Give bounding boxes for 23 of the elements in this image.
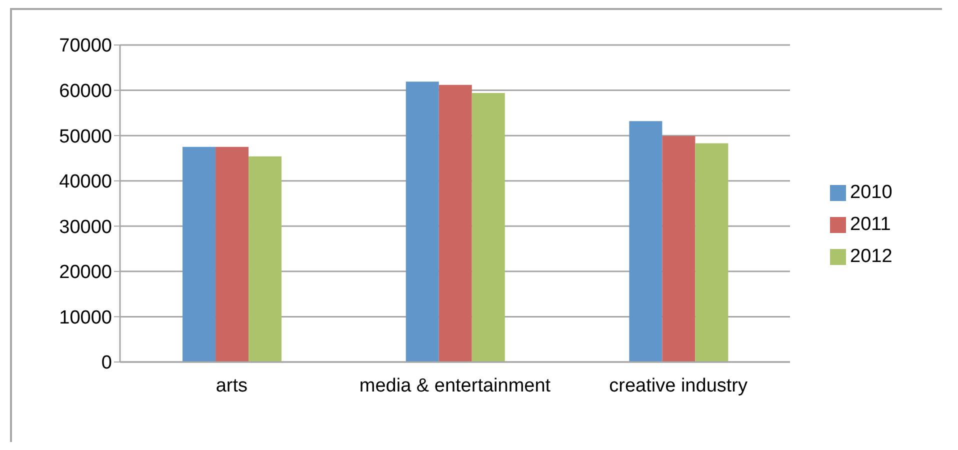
y-tick-label: 50000 — [59, 126, 112, 148]
legend-label: 2011 — [850, 214, 891, 235]
bar — [248, 156, 282, 362]
bar — [629, 121, 662, 362]
bar — [438, 84, 472, 362]
x-tick-label: arts — [216, 375, 248, 396]
bar — [472, 93, 505, 362]
bar — [182, 146, 216, 362]
y-tick-label: 60000 — [59, 81, 112, 102]
legend-label: 2010 — [850, 182, 892, 203]
y-tick-label: 0 — [101, 352, 112, 374]
y-tick-label: 40000 — [59, 172, 112, 193]
bar — [695, 143, 728, 362]
bar — [216, 146, 249, 362]
y-tick-label: 30000 — [59, 216, 112, 238]
y-tick-label: 10000 — [59, 307, 112, 328]
x-tick-label: creative industry — [609, 375, 748, 396]
y-tick-label: 20000 — [59, 262, 112, 284]
y-tick-label: 70000 — [59, 36, 112, 57]
bar — [662, 136, 696, 362]
x-tick-label: media & entertainment — [359, 375, 552, 396]
bar — [406, 82, 439, 362]
legend-label: 2012 — [850, 246, 892, 267]
